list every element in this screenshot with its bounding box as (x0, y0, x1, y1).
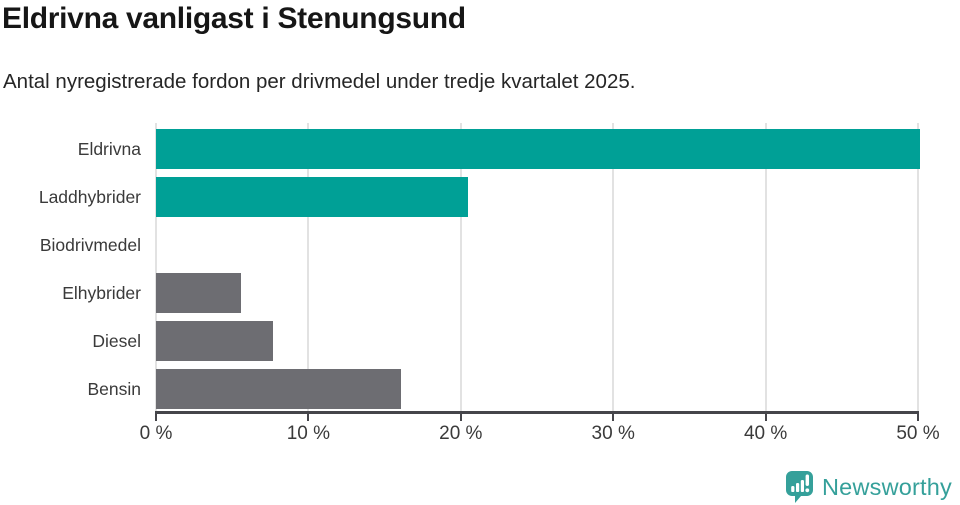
newsworthy-barchart-bubble-icon (786, 471, 814, 503)
x-axis-line (155, 411, 919, 414)
x-axis-tick (307, 414, 310, 421)
category-label: Elhybrider (62, 283, 141, 303)
x-axis-tick (764, 414, 767, 421)
category-label: Biodrivmedel (39, 235, 141, 255)
bar-chart-plot-area: Eldrivna Laddhybrider Biodrivmedel Elhybrid… (0, 123, 960, 412)
x-axis-tick-label: 50 % (896, 423, 940, 444)
bar-laddhybrider (156, 177, 469, 217)
bar-bensin (156, 369, 402, 409)
newsworthy-logo-text: Newsworthy (822, 473, 952, 500)
category-label: Eldrivna (77, 139, 141, 159)
x-axis-tick-label: 20 % (439, 423, 483, 444)
gridline (917, 123, 919, 412)
x-axis-tick-label: 40 % (743, 423, 788, 444)
gridline (612, 123, 615, 412)
newsworthy-logo: Newsworthy (785, 470, 952, 504)
x-axis-tick (459, 414, 462, 421)
x-axis-tick-label: 0 % (139, 423, 173, 444)
x-axis-tick (917, 414, 919, 421)
gridline (307, 123, 310, 412)
bar-eldrivna (156, 129, 920, 169)
x-axis-tick-label: 30 % (591, 423, 635, 444)
category-label: Laddhybrider (38, 187, 141, 207)
bar-elhybrider (156, 273, 242, 313)
chart-subtitle: Antal nyregistrerade fordon per drivmede… (3, 70, 636, 93)
x-axis-tick-label: 10 % (286, 423, 331, 444)
gridline (459, 123, 462, 412)
category-label: Diesel (92, 331, 141, 351)
chart-title: Eldrivna vanligast i Stenungsund (2, 2, 466, 35)
x-axis-tick (612, 414, 615, 421)
x-axis-tick (155, 414, 157, 421)
gridline (764, 123, 767, 412)
category-label: Bensin (87, 379, 141, 399)
bar-diesel (156, 321, 274, 361)
gridline (155, 123, 157, 412)
